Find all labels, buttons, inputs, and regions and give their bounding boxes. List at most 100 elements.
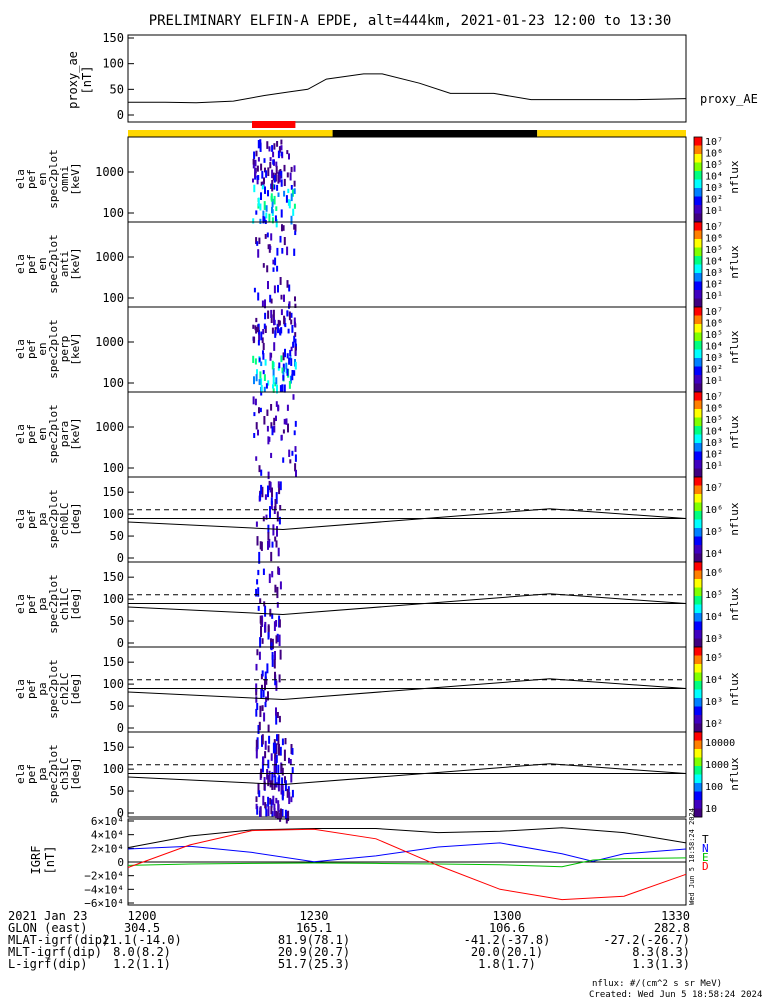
colorbar-swatch: [694, 604, 702, 614]
pitch-angle-tick-label: 0: [117, 721, 124, 735]
pitch-angle-flux-cell: [276, 734, 278, 742]
spectrogram-flux-cell: [260, 192, 262, 200]
spectrogram-flux-cell: [277, 319, 280, 327]
footer-row-value: 165.1: [296, 921, 332, 935]
footer-row-label: 2021 Jan 23: [8, 909, 87, 923]
colorbar-tick-label: 10⁶: [705, 404, 723, 415]
spectrogram-flux-cell: [254, 398, 257, 406]
spectrogram-flux-cell: [257, 249, 260, 258]
footer-row-value: 1330: [661, 909, 690, 923]
colorbar-swatch: [694, 664, 702, 673]
pitch-angle-flux-cell: [275, 635, 278, 644]
igrf-legend-D: D: [702, 860, 709, 873]
spectrogram-flux-cell: [294, 420, 297, 427]
spectrogram-flux-cell: [265, 205, 268, 212]
pitch-angle-flux-cell: [288, 757, 290, 764]
pitch-angle-flux-cell: [256, 536, 259, 546]
colorbar-tick-label: 10⁵: [705, 653, 723, 664]
pitch-angle-tick-label: 100: [102, 762, 124, 776]
pitch-angle-flux-cell: [271, 652, 274, 660]
colorbar-swatch: [694, 400, 702, 410]
spectrogram-flux-cell: [252, 164, 255, 169]
footer-row-value: 304.5: [124, 921, 160, 935]
plot-title: PRELIMINARY ELFIN-A EPDE, alt=444km, 202…: [149, 13, 672, 29]
colorbar-swatch: [694, 485, 702, 495]
colorbar-tick-label: 10³: [705, 438, 723, 449]
colorbar-swatch: [694, 774, 702, 784]
pitch-angle-flux-cell: [276, 511, 279, 522]
spectrogram-ylabel-line: anti: [58, 251, 71, 278]
pitch-angle-flux-cell: [262, 795, 265, 806]
spectrogram-flux-cell: [268, 146, 271, 152]
orbit-status-bar: [128, 121, 686, 137]
footer-row-value: 106.6: [489, 921, 525, 935]
pitch-angle-flux-cell: [259, 541, 262, 550]
colorbar-swatch: [694, 621, 702, 631]
spectrogram-flux-cell: [253, 287, 256, 293]
colorbar-swatch: [694, 528, 702, 537]
colorbar-swatch: [694, 196, 702, 206]
spectrogram-flux-cell: [257, 326, 259, 333]
spectrogram-flux-cell: [252, 324, 255, 329]
pitch-angle-flux-cell: [280, 784, 283, 795]
pitch-angle-ylabel-line: spec2plot: [47, 659, 60, 719]
colorbar-tick-label: 10⁴: [705, 549, 723, 560]
pitch-angle-flux-cell: [275, 707, 277, 716]
colorbar-swatch: [694, 562, 702, 571]
spectrogram-frame: [127, 136, 687, 223]
pitch-angle-flux-cell: [260, 484, 263, 495]
spectrogram-flux-cell: [256, 241, 259, 246]
pitch-angle-flux-cell: [274, 753, 277, 760]
pitch-angle-flux-cell: [258, 790, 261, 798]
pitch-angle-frame: [127, 731, 687, 818]
pitch-angle-flux-cell: [273, 807, 276, 817]
spectrogram-ylabel-line: en: [36, 257, 49, 270]
colorbar-unit-label: nflux: [728, 415, 741, 448]
spectrogram-flux-cell: [285, 418, 288, 425]
colorbar-swatch: [694, 332, 702, 342]
spectrogram-frame: [127, 391, 687, 478]
pitch-angle-ylabel-line: [deg]: [69, 502, 82, 535]
pitch-angle-flux-cell: [273, 803, 276, 811]
spectrogram-ylabel-line: [keV]: [69, 332, 82, 365]
colorbar-unit-label: nflux: [728, 245, 741, 278]
spectrogram-flux-cell: [294, 296, 296, 302]
spectrogram-flux-cell: [272, 172, 275, 181]
pitch-angle-flux-cell: [277, 800, 280, 811]
spectrogram-flux-cell: [272, 159, 275, 165]
colorbar-swatch: [694, 587, 702, 597]
spectrogram-flux-cell: [281, 384, 284, 393]
pitch-angle-flux-cell: [267, 691, 269, 701]
spectrogram-flux-cell: [282, 370, 285, 378]
footer-row-value: 1300: [493, 909, 522, 923]
spectrogram-flux-cell: [256, 175, 259, 181]
colorbar-swatch: [694, 366, 702, 376]
spectrogram-flux-cell: [286, 368, 289, 376]
proxy-ae-ylabel-line2: [nT]: [80, 66, 94, 95]
pitch-angle-flux-cell: [263, 712, 266, 722]
footer-row-value: 20.0(20.1): [471, 945, 543, 959]
spectrogram-flux-cell: [253, 376, 255, 385]
spectrogram-flux-cell: [283, 315, 286, 325]
energy-tick-label: 1000: [95, 165, 124, 179]
spectrogram-ylabel-line: en: [36, 172, 49, 185]
proxy-ae-tick-label: 50: [110, 82, 124, 96]
colorbar-tick-label: 1000: [705, 760, 729, 771]
spectrogram-flux-cell: [271, 426, 274, 436]
colorbar-tick-label: 10⁶: [705, 505, 723, 516]
pitch-angle-flux-cell: [256, 579, 259, 585]
spectrogram-flux-cell: [263, 386, 266, 392]
colorbar-tick-label: 10⁶: [705, 319, 723, 330]
colorbar-swatch: [694, 145, 702, 155]
colorbar-swatch: [694, 808, 702, 818]
spectrogram-flux-cell: [272, 367, 275, 377]
colorbar-tick-label: 10⁵: [705, 590, 723, 601]
pitch-angle-flux-cell: [277, 481, 280, 488]
pitch-angle-tick-label: 50: [110, 614, 124, 628]
pitch-angle-flux-cell: [270, 805, 273, 815]
colorbar-swatch: [694, 596, 702, 605]
spectrogram-flux-cell: [277, 284, 279, 293]
